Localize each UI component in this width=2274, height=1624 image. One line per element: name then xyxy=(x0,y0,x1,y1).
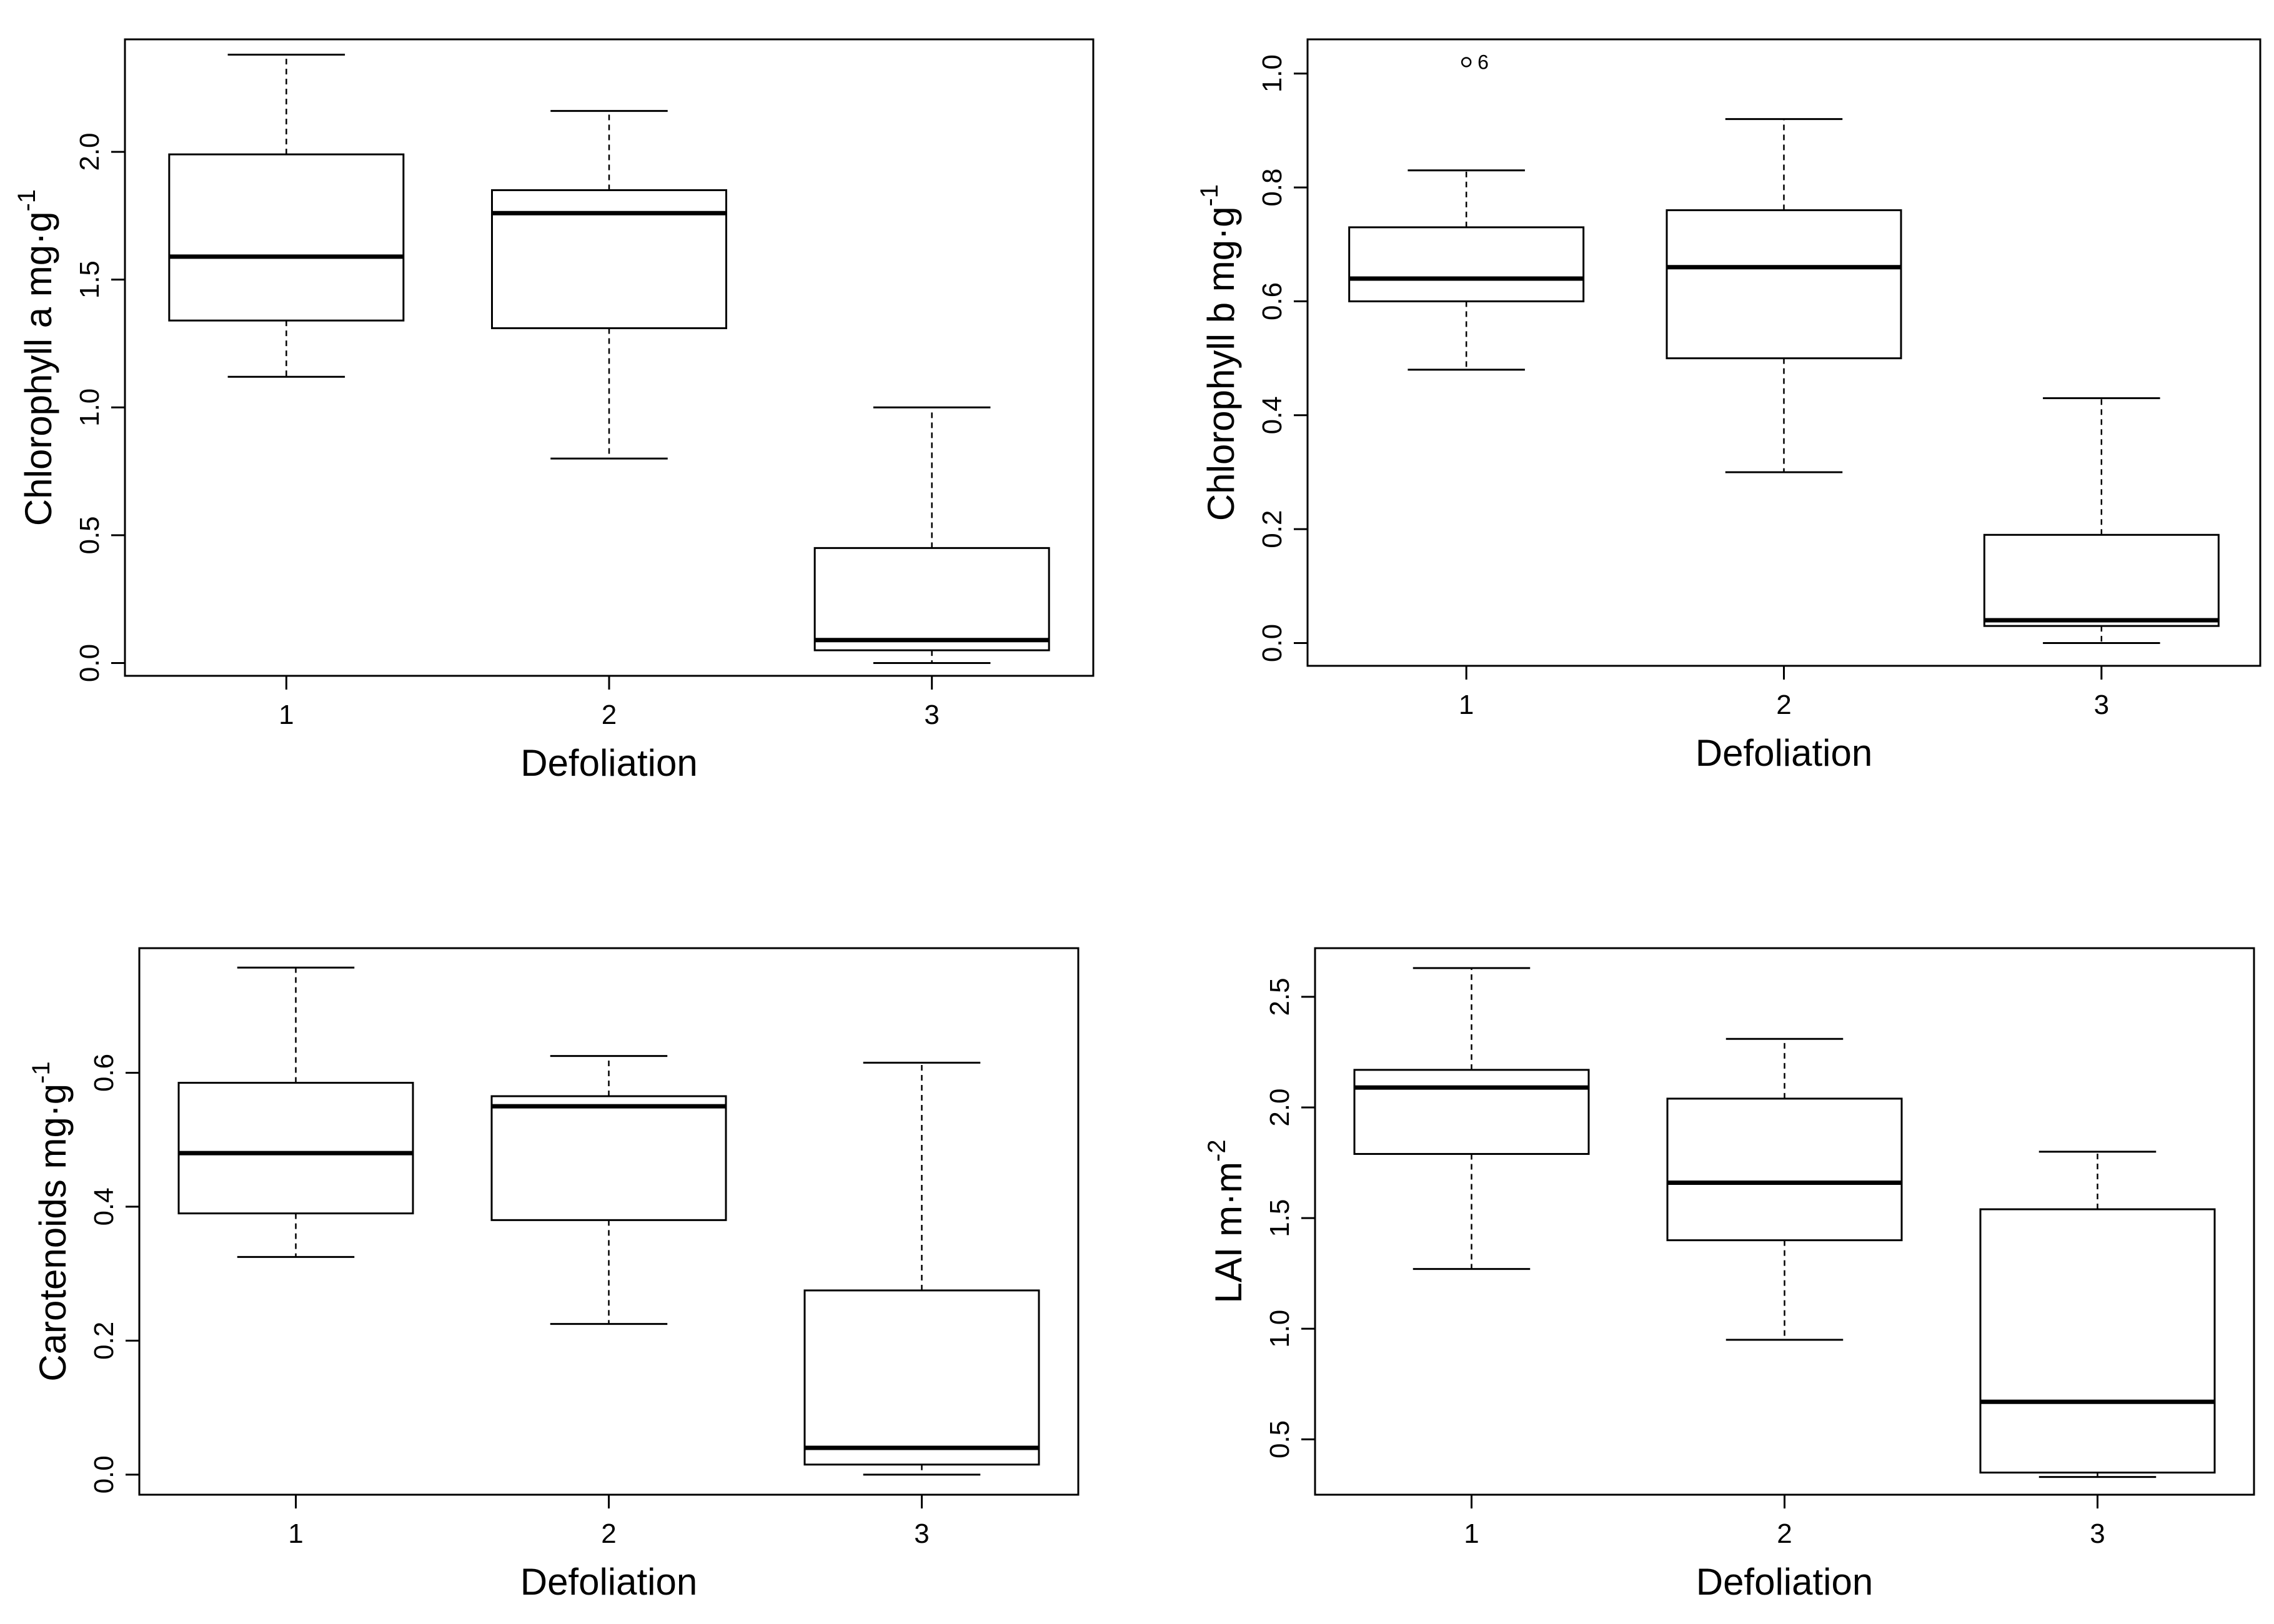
y-axis-title-text: Carotenoids mg·g xyxy=(32,1084,74,1382)
interquartile-box xyxy=(490,1095,727,1221)
y-tick-label: 0.0 xyxy=(74,644,105,682)
y-tick-label: 0.8 xyxy=(1257,168,1288,206)
boxplot-category-1 xyxy=(168,54,405,378)
y-tick-label: 1.0 xyxy=(1264,1310,1295,1348)
interquartile-box xyxy=(1666,209,1902,360)
y-axis-title: Carotenoids mg·g-1 xyxy=(27,1061,74,1381)
y-tick-label: 0.5 xyxy=(1264,1420,1295,1458)
boxplot-category-1 xyxy=(1348,169,1585,371)
boxplot-category-2 xyxy=(490,1055,727,1325)
interquartile-box xyxy=(177,1082,414,1215)
x-tick-label: 1 xyxy=(1459,690,1474,720)
chart-panel-4: 0.5 1.0 1.5 2.0 2.5 1 2 3 Defoliation LAI m·m-2 xyxy=(1203,947,2255,1603)
x-tick-label: 2 xyxy=(1776,690,1791,720)
x-tick-label: 1 xyxy=(1464,1518,1479,1549)
y-tick-label: 1.5 xyxy=(1264,1199,1295,1237)
interquartile-box xyxy=(1348,226,1585,302)
y-tick-label: 2.5 xyxy=(1264,978,1295,1016)
x-axis-title: Defoliation xyxy=(520,1561,698,1603)
x-tick-label: 3 xyxy=(924,700,939,730)
boxplot-category-3 xyxy=(803,1061,1040,1476)
boxplot-category-1 xyxy=(177,966,414,1258)
y-tick-label: 0.6 xyxy=(1257,282,1288,320)
y-tick-label: 1.5 xyxy=(74,260,105,299)
interquartile-box xyxy=(1983,533,2220,627)
x-tick-label: 1 xyxy=(279,700,294,730)
interquartile-box xyxy=(1979,1208,2216,1474)
boxplot-category-3 xyxy=(1983,397,2220,645)
boxplot-category-1 xyxy=(1353,967,1590,1270)
outlier-label: 6 xyxy=(1477,51,1489,73)
x-tick-label: 1 xyxy=(288,1518,303,1549)
y-tick-label: 1.0 xyxy=(74,389,105,427)
interquartile-box xyxy=(168,153,405,322)
chart-panel-1: 0.0 0.5 1.0 1.5 2.0 1 2 3 Defoliation Chlorophyll… xyxy=(13,38,1095,784)
y-axis-title-superscript: -1 xyxy=(27,1061,55,1084)
x-tick-label: 3 xyxy=(914,1518,929,1549)
boxplot-category-2 xyxy=(1666,118,1902,473)
x-tick-label: 2 xyxy=(1777,1518,1792,1549)
y-axis-title-text: LAI m·m xyxy=(1208,1162,1249,1304)
interquartile-box xyxy=(1353,1069,1590,1155)
interquartile-box xyxy=(491,189,727,329)
y-axis-title-text: Chlorophyll b mg·g xyxy=(1200,207,1242,522)
y-tick-label: 0.2 xyxy=(1257,510,1288,548)
y-axis-title: Chlorophyll a mg·g-1 xyxy=(13,189,59,526)
y-axis-title-superscript: -1 xyxy=(13,189,41,212)
y-tick-label: 0.0 xyxy=(1257,624,1288,662)
x-axis-title: Defoliation xyxy=(1696,732,1873,774)
interquartile-box xyxy=(803,1289,1040,1466)
y-axis-title: LAI m·m-2 xyxy=(1203,1139,1249,1303)
interquartile-box xyxy=(1666,1097,1903,1242)
chart-panel-2: 0.0 0.2 0.4 0.6 0.8 1.0 1 2 3 Defoliation Chloroph… xyxy=(1196,38,2262,774)
y-axis-title-superscript: -2 xyxy=(1203,1139,1231,1162)
boxplot-category-2 xyxy=(1666,1037,1903,1341)
y-tick-label: 0.5 xyxy=(74,516,105,554)
x-axis-title: Defoliation xyxy=(520,742,698,784)
y-tick-label: 2.0 xyxy=(1264,1088,1295,1126)
y-tick-label: 0.0 xyxy=(89,1455,119,1493)
boxplot-category-3 xyxy=(813,406,1050,665)
chart-panel-3: 0.0 0.2 0.4 0.6 1 2 3 Defoliation Carotenoids mg… xyxy=(27,947,1080,1603)
y-tick-label: 0.2 xyxy=(89,1322,119,1360)
y-axis-title: Chlorophyll b mg·g-1 xyxy=(1196,184,1242,521)
boxplot-category-2 xyxy=(491,110,727,460)
x-tick-label: 2 xyxy=(601,1518,616,1549)
y-axis-title-superscript: -1 xyxy=(1196,184,1223,207)
y-axis-title-text: Chlorophyll a mg·g xyxy=(17,212,59,527)
x-tick-label: 3 xyxy=(2094,690,2109,720)
x-tick-label: 2 xyxy=(602,700,617,730)
boxplot-category-3 xyxy=(1979,1151,2216,1478)
x-axis-title: Defoliation xyxy=(1696,1561,1874,1603)
y-tick-label: 2.0 xyxy=(74,132,105,171)
y-tick-label: 1.0 xyxy=(1257,54,1288,92)
y-tick-label: 0.4 xyxy=(89,1187,119,1225)
outlier-point xyxy=(1461,57,1472,67)
x-tick-label: 3 xyxy=(2090,1518,2105,1549)
y-tick-label: 0.6 xyxy=(89,1054,119,1092)
interquartile-box xyxy=(813,547,1050,651)
y-tick-label: 0.4 xyxy=(1257,396,1288,434)
